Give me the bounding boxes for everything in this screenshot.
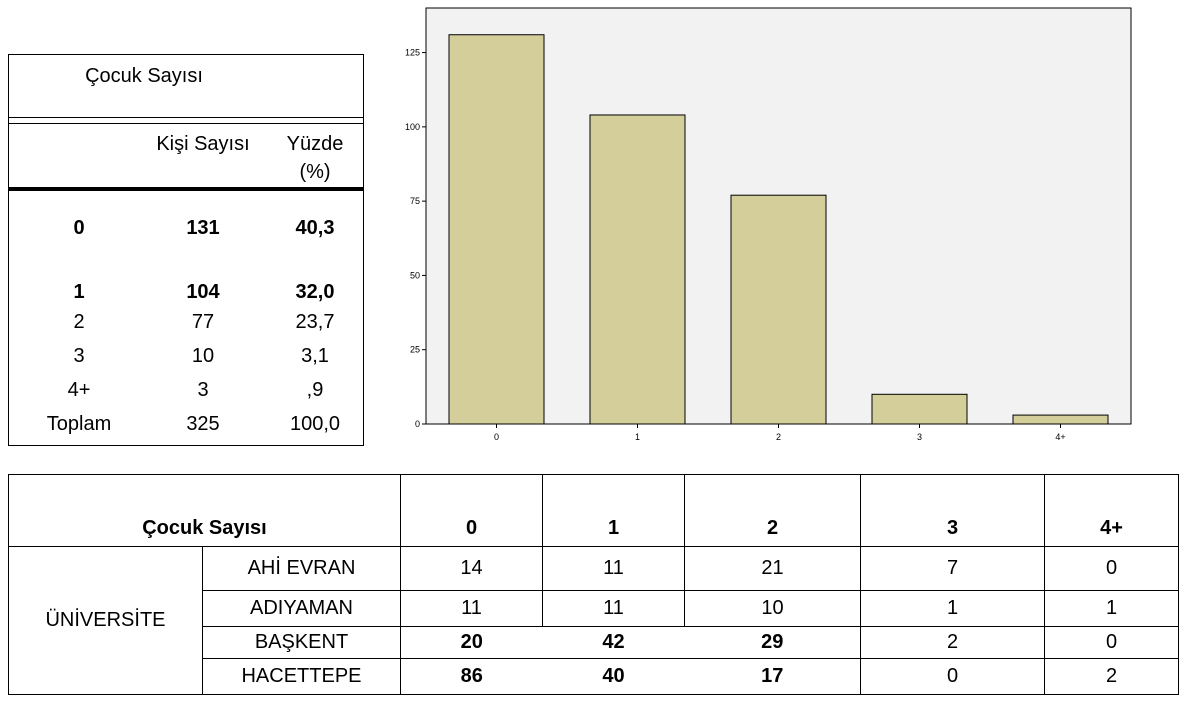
row-label: 4+ — [67, 379, 91, 401]
bar — [1012, 414, 1109, 425]
table-cell: 20 — [400, 626, 543, 659]
col-header: 2 — [684, 474, 861, 547]
table-cell: 1 — [860, 590, 1045, 627]
row-pct: ,9 — [306, 379, 324, 401]
header-divider — [9, 117, 363, 118]
chart-svg: 0 25 50 75 100 125 0 1 2 3 4+ — [405, 7, 1132, 442]
university-name: BAŞKENT — [202, 626, 401, 659]
col-header: 4+ — [1044, 474, 1179, 547]
row-count: 104 — [186, 281, 220, 303]
table-row: BAŞKENT 20 42 29 2 0 — [9, 626, 1179, 659]
row-label: 0 — [73, 217, 85, 239]
col-header-pct-unit: (%) — [299, 161, 331, 183]
header-label: Çocuk Sayısı — [8, 474, 401, 547]
table-cell: 21 — [684, 546, 861, 591]
row-count: 10 — [191, 345, 215, 367]
table-cell: 2 — [860, 626, 1045, 659]
table-cell: 11 — [542, 546, 685, 591]
header-bottom-rule — [9, 187, 363, 191]
row-pct: 100,0 — [289, 413, 341, 435]
table-cell: 17 — [684, 658, 861, 695]
y-tick-label: 25 — [410, 345, 420, 355]
table-cell: 29 — [684, 626, 861, 659]
x-tick-label: 4+ — [1055, 432, 1065, 442]
bar — [730, 194, 827, 425]
row-label: Toplam — [46, 413, 112, 435]
university-child-count-table: Çocuk Sayısı 0 1 2 3 4+ ÜNİVERSİTE AHİ E… — [8, 474, 1179, 695]
table-cell: 0 — [860, 658, 1045, 695]
y-tick-label: 50 — [410, 270, 420, 280]
row-pct: 32,0 — [295, 281, 335, 303]
x-tick-label: 3 — [917, 432, 922, 442]
summary-title: Çocuk Sayısı — [85, 65, 203, 87]
table-row: ÜNİVERSİTE AHİ EVRAN 14 11 21 7 0 — [8, 546, 1179, 695]
child-count-bar-chart: 0 25 50 75 100 125 0 1 2 3 4+ — [366, 0, 1141, 460]
table-cell: 11 — [542, 590, 685, 627]
y-tick-label: 75 — [410, 196, 420, 206]
row-label: 3 — [73, 345, 85, 367]
x-tick-label: 2 — [776, 432, 781, 442]
col-header-pct: Yüzde — [286, 133, 344, 155]
group-label: ÜNİVERSİTE — [8, 546, 203, 695]
table-row: HACETTEPE 86 40 17 0 2 — [9, 658, 1179, 695]
university-name: AHİ EVRAN — [202, 546, 401, 591]
row-pct: 3,1 — [301, 345, 329, 367]
header-divider — [9, 123, 363, 124]
table-cell: 0 — [1044, 546, 1179, 591]
col-header: 0 — [400, 474, 543, 547]
table-cell: 40 — [542, 658, 685, 695]
row-count: 325 — [186, 413, 220, 435]
y-tick-label: 0 — [415, 419, 420, 429]
bar — [448, 34, 545, 425]
table-cell: 2 — [1044, 658, 1179, 695]
row-label: 2 — [73, 311, 85, 333]
bar — [871, 393, 968, 425]
table-header-row: Çocuk Sayısı 0 1 2 3 4+ — [8, 474, 1179, 547]
row-label: 1 — [73, 281, 85, 303]
row-pct: 40,3 — [295, 217, 335, 239]
university-name: HACETTEPE — [202, 658, 401, 695]
bar — [589, 114, 686, 425]
row-count: 3 — [197, 379, 209, 401]
col-header: 3 — [860, 474, 1045, 547]
row-pct: 23,7 — [295, 311, 335, 333]
y-tick-label: 100 — [405, 122, 420, 132]
table-cell: 86 — [400, 658, 543, 695]
table-cell: 7 — [860, 546, 1045, 591]
table-row: ADIYAMAN 11 11 10 1 1 — [9, 590, 1179, 627]
table-cell: 0 — [1044, 626, 1179, 659]
x-tick-label: 0 — [494, 432, 499, 442]
table-cell: 10 — [684, 590, 861, 627]
table-cell: 14 — [400, 546, 543, 591]
col-header: 1 — [542, 474, 685, 547]
table-cell: 42 — [542, 626, 685, 659]
row-count: 131 — [186, 217, 220, 239]
table-cell: 1 — [1044, 590, 1179, 627]
row-count: 77 — [191, 311, 215, 333]
col-header-count: Kişi Sayısı — [156, 133, 250, 155]
x-tick-label: 1 — [635, 432, 640, 442]
university-name: ADIYAMAN — [202, 590, 401, 627]
y-tick-label: 125 — [405, 48, 420, 58]
table-cell: 11 — [400, 590, 543, 627]
child-count-summary-table: Çocuk Sayısı Kişi Sayısı Yüzde (%) 0 131… — [8, 54, 364, 446]
